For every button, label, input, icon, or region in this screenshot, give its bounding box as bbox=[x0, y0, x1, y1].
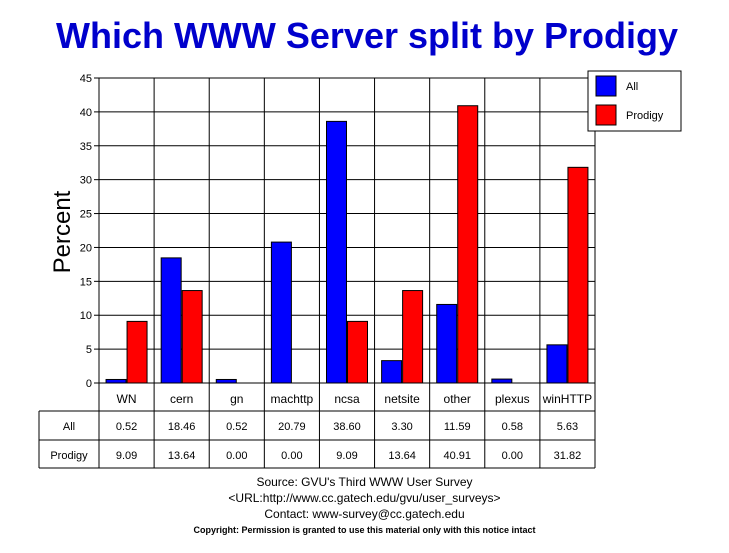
y-tick-label: 10 bbox=[80, 310, 92, 322]
data-label: 0.52 bbox=[226, 421, 247, 433]
data-label: 0.58 bbox=[502, 421, 523, 433]
legend: All Prodigy bbox=[587, 70, 682, 132]
y-tick-label: 45 bbox=[80, 73, 92, 85]
data-label: 5.63 bbox=[557, 421, 578, 433]
bar-all-plexus bbox=[491, 378, 513, 384]
data-label: 9.09 bbox=[336, 450, 357, 462]
table-row-header: Prodigy bbox=[50, 450, 88, 462]
data-label: 13.64 bbox=[168, 450, 196, 462]
url-text: <URL:http://www.cc.gatech.edu/gvu/user_s… bbox=[228, 491, 501, 505]
x-tick-label: machttp bbox=[271, 392, 314, 406]
contact-text: Contact: www-survey@cc.gatech.edu bbox=[264, 507, 465, 521]
data-label: 9.09 bbox=[116, 450, 137, 462]
y-axis-label: Percent bbox=[49, 190, 76, 273]
y-tick-label: 5 bbox=[86, 344, 92, 356]
x-tick-label: other bbox=[444, 392, 471, 406]
y-tick-label: 30 bbox=[80, 175, 92, 187]
bars bbox=[105, 105, 589, 384]
bar-prodigy-cern bbox=[181, 290, 203, 384]
x-tick-label: gn bbox=[230, 392, 243, 406]
y-tick-label: 40 bbox=[80, 107, 92, 119]
x-tick-label: netsite bbox=[384, 392, 420, 406]
legend-label-all: All bbox=[626, 81, 638, 93]
bar-prodigy-ncsa bbox=[347, 320, 368, 384]
x-tick-label: ncsa bbox=[334, 392, 360, 406]
bar-all-winhttp bbox=[546, 344, 568, 384]
bar-all-cern bbox=[160, 257, 182, 384]
y-tick-label: 15 bbox=[80, 276, 92, 288]
data-label: 18.46 bbox=[168, 421, 196, 433]
y-tick-label: 35 bbox=[80, 141, 92, 153]
bar-all-netsite bbox=[381, 360, 403, 384]
bar-prodigy-winhttp bbox=[567, 166, 589, 384]
x-tick-label: cern bbox=[170, 392, 193, 406]
x-tick-label: plexus bbox=[495, 392, 530, 406]
copyright-text: Copyright: Permission is granted to use … bbox=[193, 525, 536, 535]
legend-swatch-prodigy bbox=[595, 104, 617, 126]
legend-label-prodigy: Prodigy bbox=[626, 110, 664, 122]
y-tick-label: 25 bbox=[80, 209, 92, 221]
data-label: 13.64 bbox=[388, 450, 416, 462]
source-text: Source: GVU's Third WWW User Survey bbox=[256, 475, 473, 489]
bar-all-wn bbox=[105, 378, 127, 384]
data-label: 20.79 bbox=[278, 421, 306, 433]
bar-all-machttp bbox=[270, 241, 292, 384]
bar-prodigy-netsite bbox=[402, 290, 424, 384]
legend-swatch-all bbox=[595, 75, 617, 97]
y-tick-label: 0 bbox=[86, 378, 92, 390]
data-label: 11.59 bbox=[444, 421, 471, 433]
data-label: 38.60 bbox=[333, 421, 361, 433]
bar-all-gn bbox=[215, 378, 237, 384]
data-label: 0.00 bbox=[226, 450, 247, 462]
y-tick-label: 20 bbox=[80, 242, 92, 254]
bar-all-ncsa bbox=[326, 120, 347, 384]
x-tick-label: winHTTP bbox=[542, 392, 592, 406]
data-label: 31.82 bbox=[554, 450, 582, 462]
data-label: 0.00 bbox=[281, 450, 302, 462]
data-table: WN cern gn machttp ncsa netsite other plexus win… bbox=[38, 383, 596, 469]
y-axis-ticks: 0 5 10 15 20 25 30 35 40 45 bbox=[80, 73, 99, 390]
table-row-header: All bbox=[63, 421, 75, 433]
data-label: 0.52 bbox=[116, 421, 137, 433]
x-tick-label: WN bbox=[117, 392, 137, 406]
bar-prodigy-other bbox=[457, 105, 479, 384]
chart-title: Which WWW Server split by Prodigy bbox=[56, 15, 678, 56]
bar-all-other bbox=[436, 303, 458, 384]
data-label: 40.91 bbox=[443, 450, 471, 462]
data-label: 0.00 bbox=[502, 450, 523, 462]
bar-prodigy-wn bbox=[126, 320, 148, 384]
data-label: 3.30 bbox=[391, 421, 412, 433]
